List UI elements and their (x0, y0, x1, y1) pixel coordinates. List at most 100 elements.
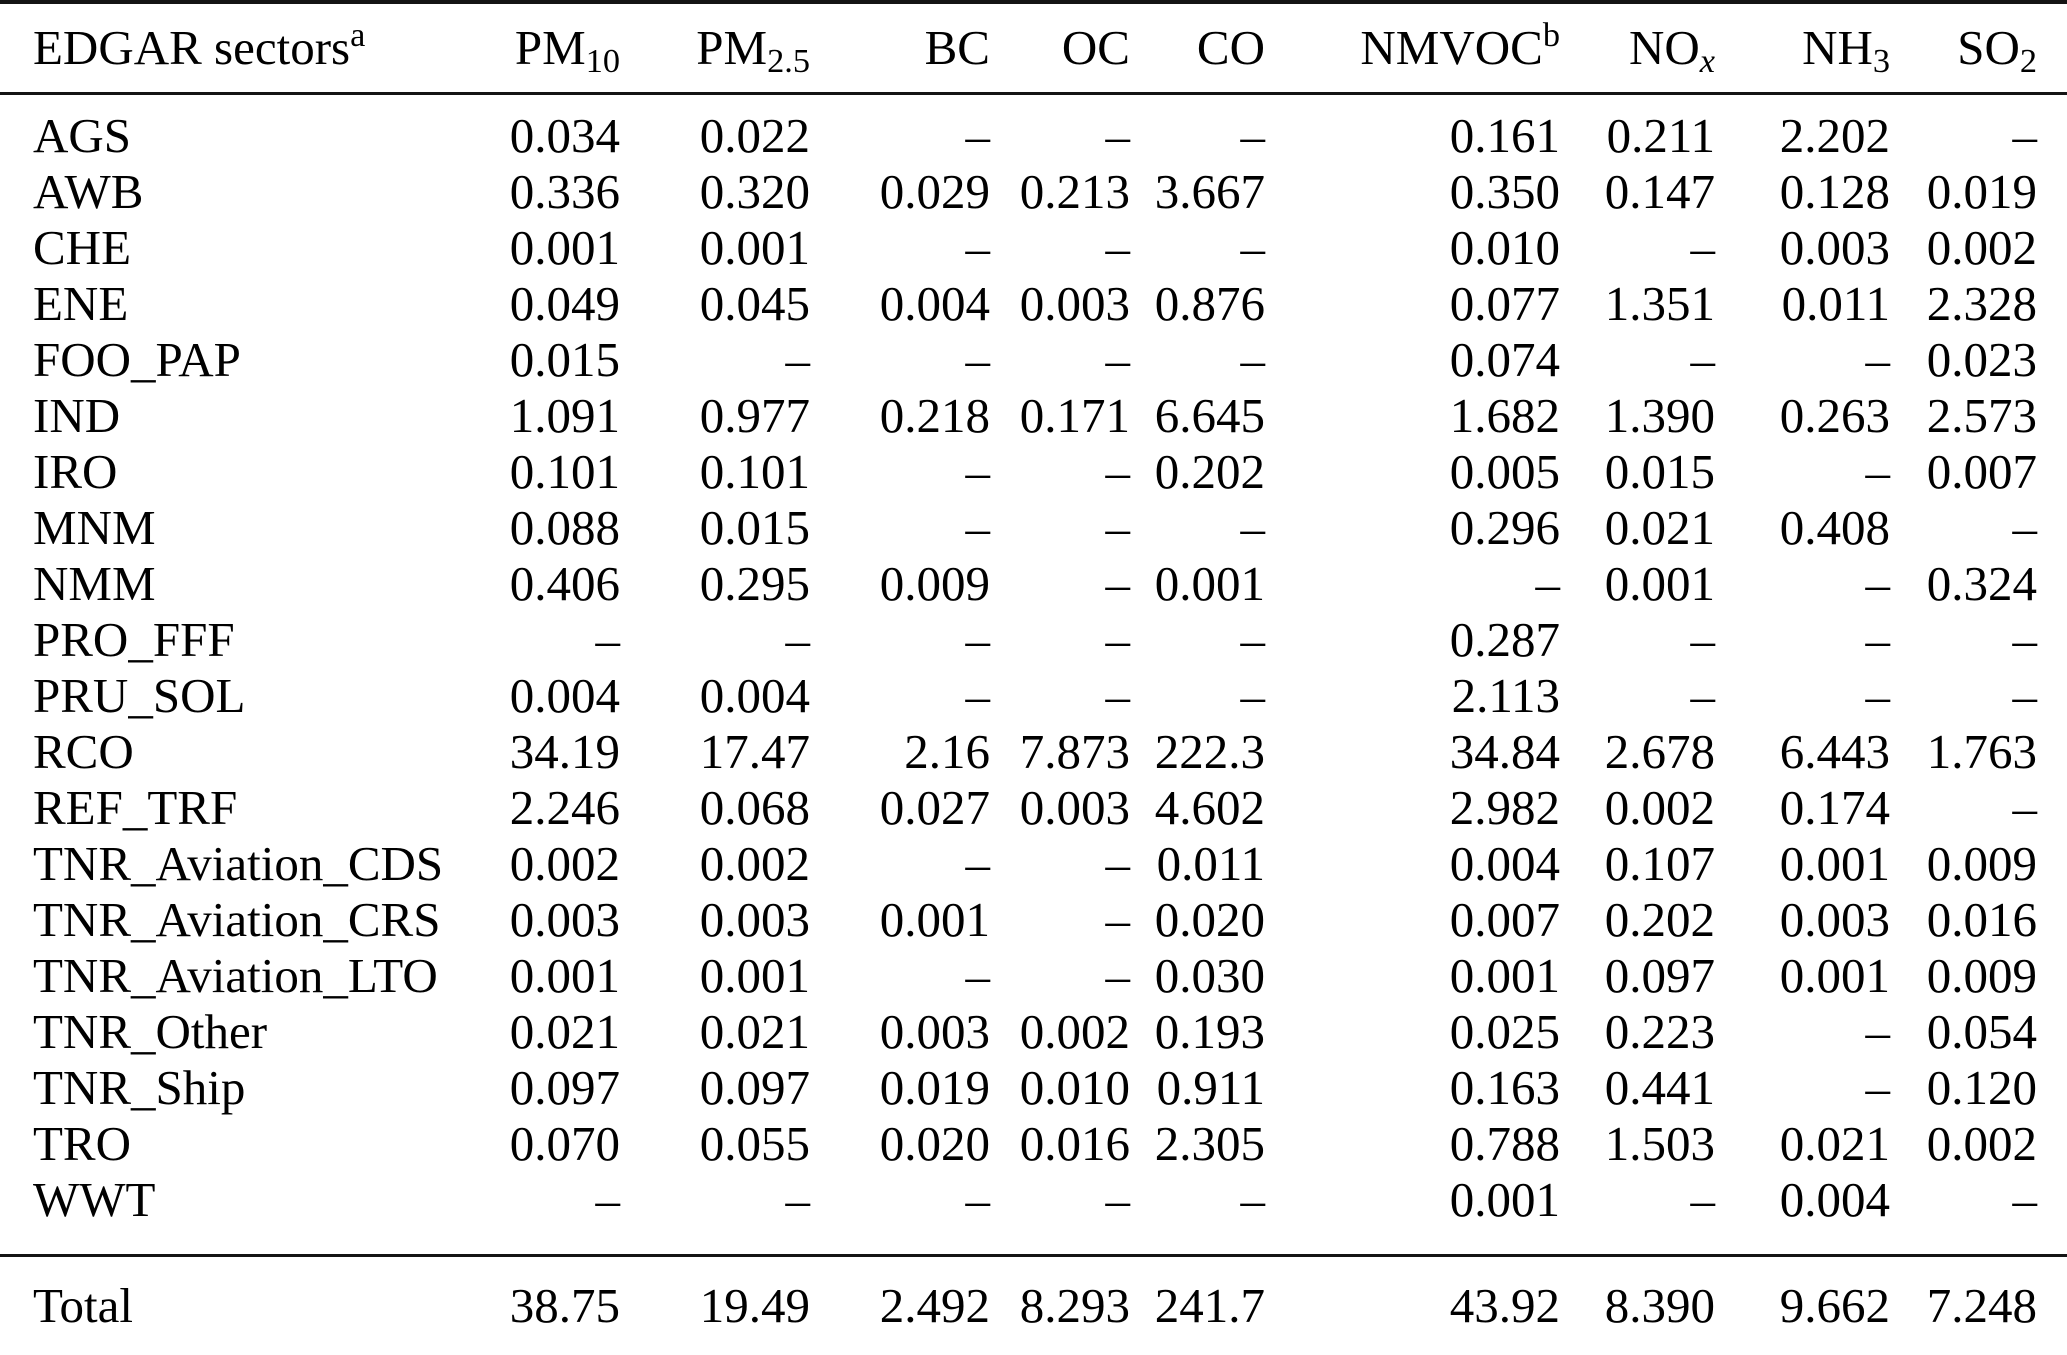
value-cell: 7.873 (1019, 724, 1130, 779)
value-cell: 0.074 (1449, 332, 1560, 387)
value-cell: – (2012, 108, 2038, 163)
value-cell: 0.408 (1779, 500, 1890, 555)
value-cell: 0.788 (1449, 1116, 1560, 1171)
value-cell: 0.007 (1449, 892, 1560, 947)
value-cell: – (965, 948, 991, 1003)
column-header-subscript: x (1699, 41, 1715, 80)
total-value-cell: 19.49 (620, 1254, 810, 1355)
column-header-label: OC (1061, 20, 1130, 75)
value-cell: – (1105, 948, 1131, 1003)
value-cell: 0.097 (699, 1060, 810, 1115)
value-cell: 0.003 (879, 1004, 990, 1059)
value-cell: 0.295 (699, 556, 810, 611)
value-cell: – (1865, 556, 1891, 611)
value-cell: 0.218 (879, 388, 990, 443)
value-cell: 0.054 (1926, 1004, 2037, 1059)
value-cell: 0.001 (509, 948, 620, 1003)
value-cell: 0.876 (1154, 276, 1265, 331)
sector-cell: TRO (33, 1116, 131, 1171)
column-header-footnote-marker: b (1542, 16, 1560, 55)
value-cell: 0.002 (1604, 780, 1715, 835)
value-cell: – (595, 612, 621, 667)
value-cell: 0.021 (1604, 500, 1715, 555)
total-value-cell: 241.7 (1130, 1254, 1265, 1355)
value-cell: 6.443 (1779, 724, 1890, 779)
value-cell: 0.001 (1779, 948, 1890, 1003)
value-cell: – (965, 612, 991, 667)
sector-cell: PRU_SOL (33, 668, 246, 723)
total-value-cell: 9.662 (1715, 1254, 1890, 1355)
sector-cell: TNR_Ship (33, 1060, 246, 1115)
value-cell: 0.005 (1449, 444, 1560, 499)
value-cell: 0.001 (509, 220, 620, 275)
table-body: AGS 0.034 0.022– – –0.161 0.211 2.202– AWB 0.336… (0, 94, 2067, 1256)
sector-cell: TNR_Aviation_CRS (33, 892, 441, 947)
sector-cell: CHE (33, 220, 131, 275)
value-cell: 0.441 (1604, 1060, 1715, 1115)
value-cell: 3.667 (1154, 164, 1265, 219)
value-cell: – (1535, 556, 1561, 611)
value-cell: 0.003 (1779, 892, 1890, 947)
value-cell: 2.573 (1926, 388, 2037, 443)
table-row: TRO 0.070 0.055 0.020 0.016 2.305 0.788 1.503 0.… (0, 1116, 2067, 1172)
table-row: AWB 0.336 0.320 0.029 0.213 3.667 0.350 0.147 0.… (0, 164, 2067, 220)
value-cell: 0.009 (879, 556, 990, 611)
total-value-cell: 38.75 (450, 1254, 620, 1355)
value-cell: – (1240, 668, 1266, 723)
total-value-cell: 7.248 (1890, 1254, 2067, 1355)
value-cell: 0.002 (509, 836, 620, 891)
value-cell: 0.020 (879, 1116, 990, 1171)
value-cell: – (965, 332, 991, 387)
value-cell: – (1865, 668, 1891, 723)
value-cell: 0.324 (1926, 556, 2037, 611)
sector-cell: AGS (33, 108, 132, 163)
column-header-bc: BC (810, 2, 990, 95)
table-row: TNR_Aviation_CRS 0.003 0.003 0.001 –0.020 0.0… (0, 892, 2067, 948)
table-row: FOO_PAP 0.015– – – –0.074– –0.023 (0, 332, 2067, 388)
value-cell: 0.029 (879, 164, 990, 219)
value-cell: 2.246 (509, 780, 620, 835)
value-cell: 0.010 (1449, 220, 1560, 275)
value-cell: – (1105, 108, 1131, 163)
value-cell: 0.002 (1019, 1004, 1130, 1059)
column-header-co: CO (1130, 2, 1265, 95)
value-cell: – (1690, 668, 1716, 723)
value-cell: – (1865, 1060, 1891, 1115)
value-cell: – (965, 500, 991, 555)
value-cell: 0.223 (1604, 1004, 1715, 1059)
value-cell: 2.678 (1604, 724, 1715, 779)
value-cell: 17.47 (699, 724, 810, 779)
value-cell: 0.020 (1154, 892, 1265, 947)
value-cell: 222.3 (1154, 724, 1265, 779)
value-cell: – (1105, 1172, 1131, 1227)
column-header-oc: OC (990, 2, 1130, 95)
sector-cell: TNR_Other (33, 1004, 268, 1059)
value-cell: – (1105, 612, 1131, 667)
value-cell: 0.068 (699, 780, 810, 835)
value-cell: – (1105, 500, 1131, 555)
value-cell: 2.16 (904, 724, 990, 779)
sector-cell: NMM (33, 556, 156, 611)
value-cell: – (1690, 1172, 1716, 1227)
table-row: IND 1.091 0.977 0.218 0.171 6.645 1.682 1.390 0.… (0, 388, 2067, 444)
table-row: REF_TRF 2.246 0.068 0.027 0.003 4.602 2.982 0.0… (0, 780, 2067, 836)
value-cell: – (2012, 780, 2038, 835)
table-row: TNR_Aviation_LTO 0.001 0.001– –0.030 0.001 0.… (0, 948, 2067, 1004)
sector-cell: RCO (33, 724, 134, 779)
value-cell: 0.001 (1779, 836, 1890, 891)
value-cell: – (1865, 612, 1891, 667)
total-label: Total (0, 1254, 450, 1355)
table-row: AGS 0.034 0.022 – – – 0.161 0.211 2.202 – (0, 94, 2067, 165)
value-cell: 0.015 (699, 500, 810, 555)
value-cell: 0.213 (1019, 164, 1130, 219)
value-cell: 0.003 (1019, 276, 1130, 331)
value-cell: – (2012, 500, 2038, 555)
value-cell: – (1690, 332, 1716, 387)
value-cell: 0.003 (509, 892, 620, 947)
value-cell: 0.336 (509, 164, 620, 219)
value-cell: – (1105, 444, 1131, 499)
value-cell: 0.070 (509, 1116, 620, 1171)
value-cell: 0.027 (879, 780, 990, 835)
value-cell: – (785, 332, 811, 387)
value-cell: – (965, 836, 991, 891)
